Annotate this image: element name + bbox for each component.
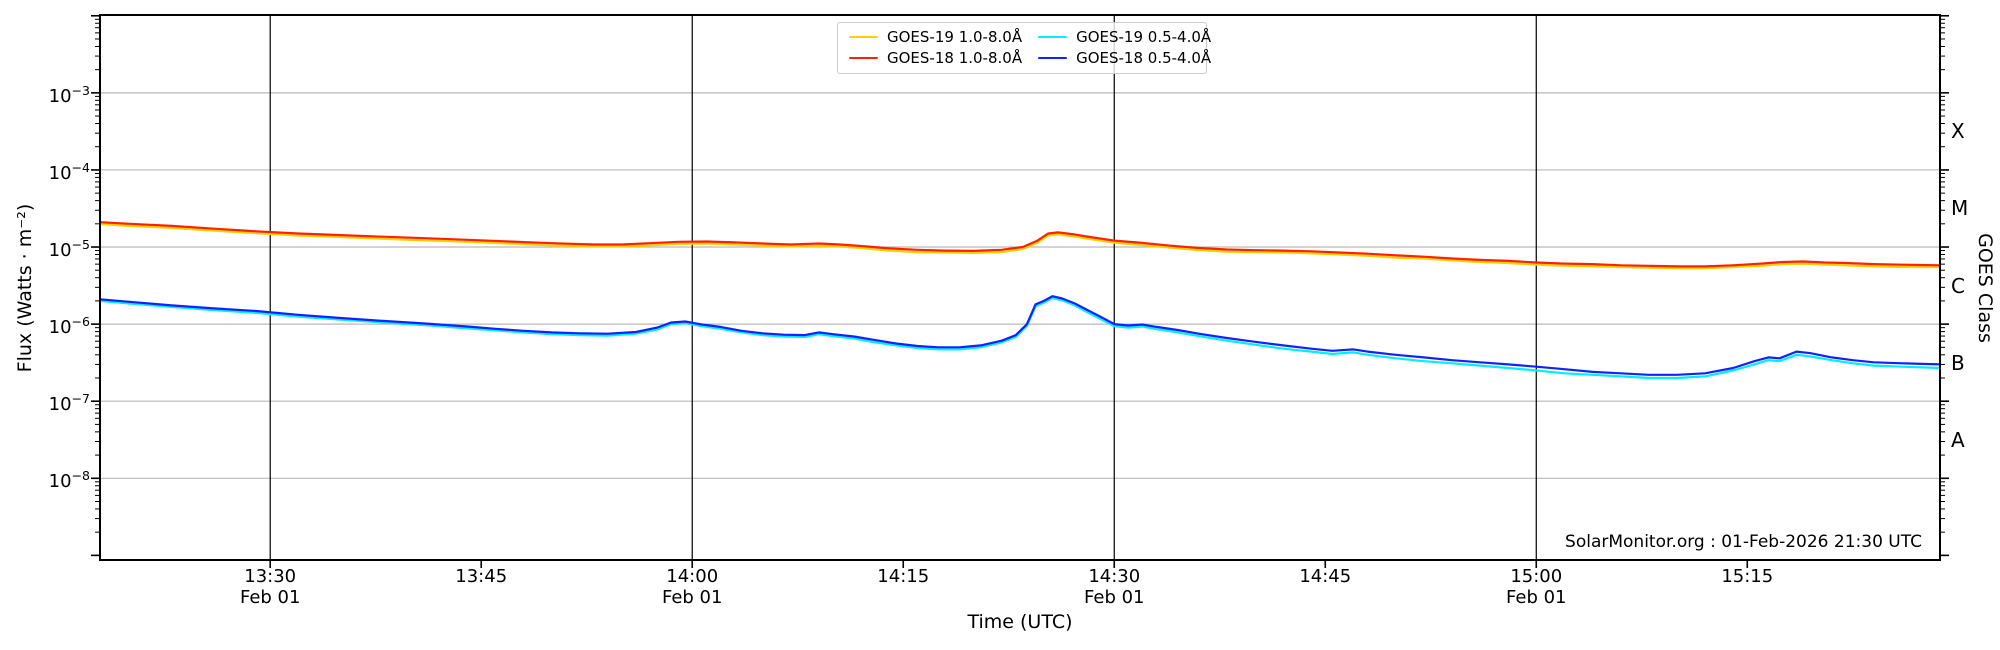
- plot-frame: [99, 14, 1941, 561]
- legend-label: GOES-18 1.0-8.0Å: [887, 49, 1023, 67]
- watermark-text: SolarMonitor.org : 01-Feb-2026 21:30 UTC: [1565, 532, 1922, 552]
- legend-label: GOES-19 0.5-4.0Å: [1076, 28, 1212, 46]
- series-goes-18-0-5-4-0-: [98, 295, 1942, 376]
- legend-item: GOES-18 0.5-4.0Å: [1038, 49, 1211, 67]
- series-goes-18-1-0-8-0-: [98, 221, 1942, 268]
- legend-line-swatch: [1038, 56, 1068, 60]
- legend-line-swatch: [1038, 35, 1068, 39]
- y-tick-label: 10−4: [48, 159, 90, 184]
- x-tick-label: 15:15: [1721, 566, 1774, 587]
- x-tick-label: 14:45: [1299, 566, 1352, 587]
- legend-item: GOES-18 1.0-8.0Å: [849, 49, 1022, 67]
- legend-line-swatch: [849, 35, 878, 39]
- legend-label: GOES-18 0.5-4.0Å: [1076, 49, 1212, 67]
- y-axis-title-goes-class: GOES Class: [1974, 233, 1996, 343]
- y-tick-label: 10−5: [48, 237, 90, 262]
- goes-class-letter-a: A: [1951, 427, 1965, 452]
- x-tick-label: 15:00 Feb 01: [1506, 566, 1567, 608]
- x-axis-title: Time (UTC): [967, 611, 1073, 633]
- x-tick-label: 14:00 Feb 01: [661, 566, 723, 608]
- series-goes-19-1-0-8-0-: [98, 223, 1942, 270]
- legend-item: GOES-19 1.0-8.0Å: [849, 28, 1022, 46]
- x-tick-label: 13:30 Feb 01: [239, 566, 301, 608]
- series-goes-19-0-5-4-0-: [98, 296, 1942, 380]
- y-tick-label: 10−8: [48, 468, 90, 493]
- legend-line-swatch: [849, 56, 878, 60]
- x-tick-label: 14:15: [877, 566, 930, 587]
- y-tick-label: 10−7: [48, 391, 90, 416]
- goes-class-letter-c: C: [1951, 273, 1965, 298]
- x-tick-label: 13:45: [455, 566, 508, 587]
- goes-class-letter-b: B: [1951, 350, 1965, 375]
- y-axis-title-flux: Flux (Watts · m⁻²): [14, 203, 36, 373]
- legend-label: GOES-19 1.0-8.0Å: [887, 28, 1023, 46]
- goes-class-letter-x: X: [1951, 119, 1965, 144]
- goes-class-letter-m: M: [1951, 196, 1969, 221]
- y-tick-label: 10−3: [48, 82, 90, 107]
- x-tick-label: 14:30 Feb 01: [1084, 566, 1145, 608]
- legend-item: GOES-19 0.5-4.0Å: [1038, 28, 1211, 46]
- legend: GOES-19 1.0-8.0Å GOES-18 1.0-8.0Å GOES-19 …: [837, 22, 1211, 74]
- y-tick-label: 10−6: [48, 314, 90, 339]
